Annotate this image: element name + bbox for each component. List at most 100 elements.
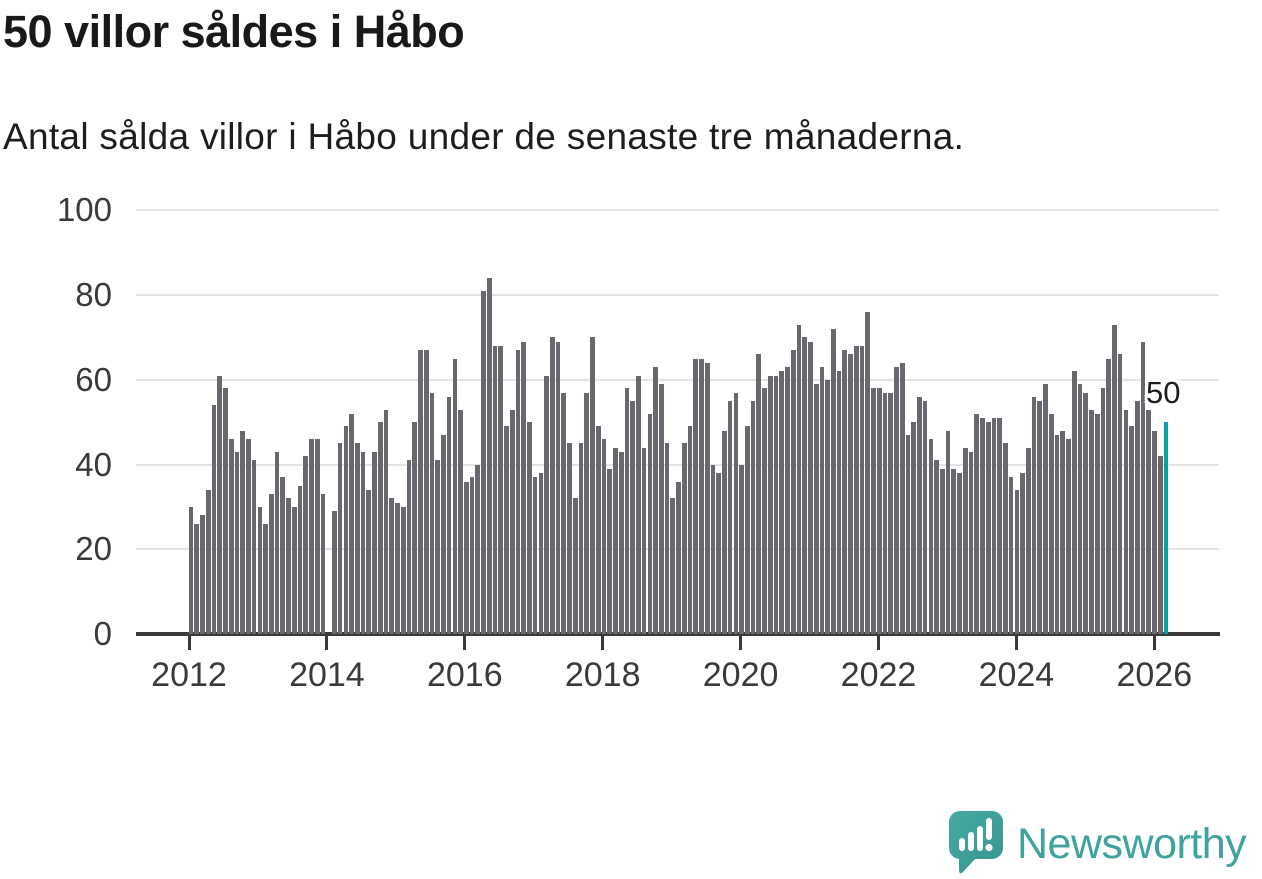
bar xyxy=(865,312,871,634)
bar xyxy=(785,367,790,634)
x-axis-tick-2012 xyxy=(187,636,191,650)
bar xyxy=(848,354,853,634)
bar xyxy=(194,523,200,634)
bar xyxy=(372,451,377,634)
x-axis-tick-2018 xyxy=(601,636,605,650)
x-axis-label-2014: 2014 xyxy=(289,656,365,694)
bar xyxy=(676,481,681,634)
bar xyxy=(291,506,297,634)
bar xyxy=(905,434,911,634)
bar xyxy=(911,422,916,634)
bar xyxy=(997,417,1003,634)
bar xyxy=(1043,384,1048,634)
bar xyxy=(1066,439,1071,634)
bar xyxy=(441,434,446,634)
bar xyxy=(406,460,412,634)
bar xyxy=(991,417,997,634)
bar xyxy=(939,468,945,634)
bar xyxy=(297,485,303,634)
bar xyxy=(1152,430,1157,634)
bar xyxy=(268,494,274,634)
bar xyxy=(1117,354,1123,634)
bar xyxy=(790,350,796,634)
bar xyxy=(286,498,291,634)
bar xyxy=(400,506,406,634)
bar xyxy=(928,439,934,634)
bar xyxy=(1003,443,1008,634)
bar xyxy=(710,464,716,634)
bar xyxy=(498,345,504,634)
bar xyxy=(504,426,509,634)
bar xyxy=(922,401,928,634)
bar xyxy=(1100,388,1106,634)
bar xyxy=(658,384,664,634)
bar xyxy=(1112,324,1117,634)
bar xyxy=(1077,384,1083,634)
newsworthy-logo-text: Newsworthy xyxy=(1017,819,1247,868)
bar xyxy=(951,468,957,634)
bar xyxy=(1020,473,1025,634)
bar xyxy=(469,477,475,634)
bar xyxy=(412,422,418,634)
newsworthy-logo: Newsworthy xyxy=(948,810,1247,878)
bar xyxy=(767,375,773,634)
bar xyxy=(217,375,223,634)
bar xyxy=(595,426,601,634)
bar xyxy=(1060,430,1066,634)
x-axis-label-2016: 2016 xyxy=(426,656,503,694)
page-title: 50 villor såldes i Håbo xyxy=(3,6,465,57)
gridline-80 xyxy=(136,294,1219,297)
bar xyxy=(389,498,395,634)
x-axis-tick-2026 xyxy=(1152,636,1156,650)
bar xyxy=(727,401,733,634)
x-axis-tick-2016 xyxy=(463,636,467,650)
bar xyxy=(859,345,865,634)
bar xyxy=(750,401,756,634)
bar xyxy=(360,451,366,634)
bar xyxy=(211,405,217,634)
bar xyxy=(395,502,400,634)
bar xyxy=(882,392,888,634)
bar xyxy=(664,443,670,634)
bar xyxy=(1140,341,1146,634)
bar xyxy=(670,498,676,634)
bar xyxy=(722,430,727,634)
x-axis-tick-2020 xyxy=(739,636,743,650)
x-axis-label-2012: 2012 xyxy=(151,656,227,694)
bar xyxy=(945,430,951,634)
bar xyxy=(572,498,578,634)
bar xyxy=(188,506,194,634)
bar xyxy=(458,409,463,634)
bar xyxy=(337,443,343,634)
bar xyxy=(699,358,704,634)
bar xyxy=(1134,401,1140,634)
bar xyxy=(1123,409,1129,634)
bar xyxy=(550,337,555,634)
bar xyxy=(1083,392,1089,634)
newsworthy-logo-icon xyxy=(949,811,1003,874)
bar xyxy=(744,426,750,634)
bar xyxy=(263,523,268,634)
bar xyxy=(521,341,527,634)
bar xyxy=(578,443,584,634)
bar xyxy=(641,447,647,634)
x-axis-label-2026: 2026 xyxy=(1116,656,1193,694)
x-axis-tick-2022 xyxy=(877,636,880,650)
x-axis-label-2020: 2020 xyxy=(702,656,779,694)
bar xyxy=(647,413,653,634)
bar xyxy=(435,460,440,634)
logo-bar-small xyxy=(959,838,965,851)
bar xyxy=(463,481,469,634)
bar xyxy=(1106,358,1111,634)
bar xyxy=(601,439,607,634)
bar xyxy=(613,447,618,634)
bar xyxy=(475,464,481,634)
bar xyxy=(280,477,286,634)
bar xyxy=(515,350,521,634)
bar xyxy=(1157,456,1163,634)
bar xyxy=(527,422,532,634)
bar xyxy=(808,341,813,634)
bar xyxy=(681,443,687,634)
highlight-value-label: 50 xyxy=(1146,375,1181,410)
bar xyxy=(429,392,435,634)
